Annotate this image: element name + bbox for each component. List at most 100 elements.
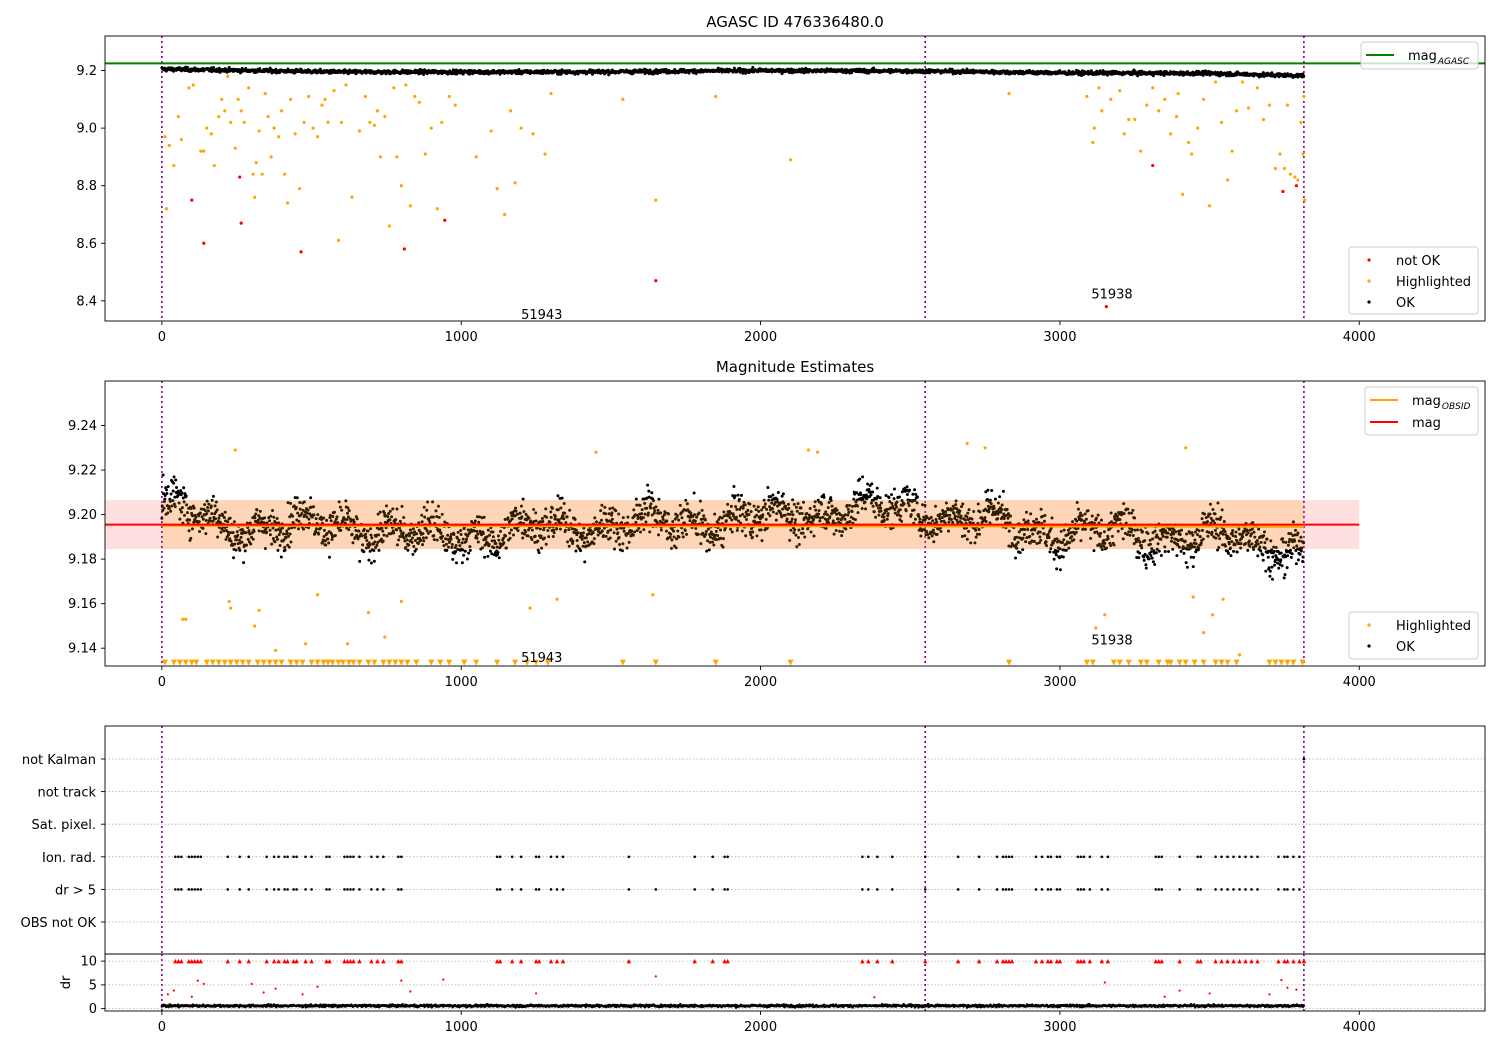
ok-point	[490, 552, 494, 556]
ok-point	[445, 548, 449, 552]
ok-point	[1018, 551, 1022, 555]
ok-point	[201, 526, 205, 530]
highlighted-point	[417, 100, 421, 104]
ok-point	[450, 543, 454, 547]
ok-point	[271, 526, 275, 530]
ok-point	[270, 542, 274, 546]
ok-point	[468, 545, 472, 549]
ok-point	[998, 495, 1002, 499]
highlighted-point	[714, 94, 718, 99]
ok-point	[481, 532, 485, 536]
highlighted-point	[315, 135, 320, 139]
ok-point	[565, 515, 569, 519]
legend-box	[1348, 246, 1479, 315]
ok-point	[339, 528, 343, 532]
ok-point	[328, 555, 332, 559]
ok-point	[405, 533, 409, 537]
ok-point	[228, 537, 232, 541]
ok-point	[465, 557, 469, 561]
ok-point	[239, 535, 243, 539]
ok-point	[247, 529, 251, 533]
ok-point	[878, 496, 882, 500]
x-tick-label: 0	[158, 330, 166, 345]
ok-point	[335, 515, 339, 519]
ok-point	[440, 512, 444, 516]
y-tick-label: 9.2	[76, 64, 97, 79]
ok-point	[427, 519, 431, 523]
highlighted-point	[280, 109, 284, 113]
ok-point	[298, 507, 302, 511]
highlighted-point	[387, 224, 391, 228]
y-tick-label: 8.6	[76, 237, 97, 252]
highlighted-point	[1118, 89, 1122, 93]
ok-point	[431, 500, 435, 504]
ok-point	[411, 527, 415, 531]
ok-point	[427, 517, 431, 521]
ok-point	[215, 508, 219, 512]
ok-point	[337, 500, 341, 504]
ok-point	[1055, 567, 1059, 571]
ok-point	[562, 501, 566, 505]
legend-dot-swatch	[1367, 300, 1371, 304]
not-ok-point	[1281, 189, 1285, 194]
ok-point	[850, 71, 854, 75]
ok-point	[776, 491, 780, 495]
ok-point	[246, 537, 250, 541]
legend-label-subscript: AGASC	[1437, 57, 1470, 67]
ok-point	[412, 544, 416, 548]
highlighted-point	[1127, 117, 1131, 122]
ok-point	[185, 503, 189, 507]
not-ok-point	[1151, 163, 1155, 168]
ok-point	[354, 528, 358, 532]
ok-point	[367, 541, 371, 545]
y-tick-label: 8.4	[76, 294, 97, 309]
highlighted-point	[519, 126, 523, 130]
legend-label: mag	[1408, 49, 1437, 64]
ok-point	[459, 532, 463, 536]
ok-point	[432, 534, 436, 538]
ok-point	[171, 499, 175, 503]
ok-point	[360, 534, 364, 538]
ok-point	[482, 515, 486, 519]
highlighted-point	[1267, 103, 1272, 107]
ok-point	[506, 516, 510, 520]
ok-point	[492, 546, 496, 550]
ok-point	[536, 548, 540, 552]
ok-point	[446, 533, 450, 537]
ok-point	[545, 515, 549, 519]
ok-point	[295, 496, 299, 500]
ok-point	[372, 559, 376, 563]
not-ok-point	[1294, 184, 1299, 188]
ok-point	[529, 519, 533, 523]
highlighted-point	[543, 152, 547, 156]
ok-point	[550, 506, 554, 510]
ok-point	[426, 531, 430, 535]
ok-point	[412, 533, 416, 537]
ok-point	[570, 527, 574, 531]
ok-point	[401, 534, 405, 538]
ok-point	[328, 513, 332, 517]
ok-point	[207, 502, 211, 506]
ok-point	[422, 505, 426, 509]
ok-point	[188, 518, 192, 522]
highlighted-point	[1163, 97, 1167, 101]
ok-point	[475, 536, 479, 540]
highlighted-point	[277, 135, 281, 139]
highlighted-point	[1109, 97, 1113, 101]
ok-point	[442, 544, 446, 548]
ok-point	[664, 67, 668, 71]
ok-point	[420, 520, 424, 524]
highlighted-point	[654, 198, 658, 202]
highlighted-point	[447, 94, 451, 99]
ok-point	[324, 543, 328, 547]
highlighted-point	[223, 109, 227, 113]
highlighted-point	[495, 186, 499, 191]
ok-point	[491, 530, 495, 534]
ok-point	[245, 543, 249, 547]
ok-point	[298, 500, 302, 504]
ok-point	[502, 541, 506, 545]
ok-point	[971, 68, 975, 72]
ok-point	[232, 556, 236, 560]
highlighted-point	[1145, 103, 1149, 107]
ok-point	[296, 527, 300, 531]
